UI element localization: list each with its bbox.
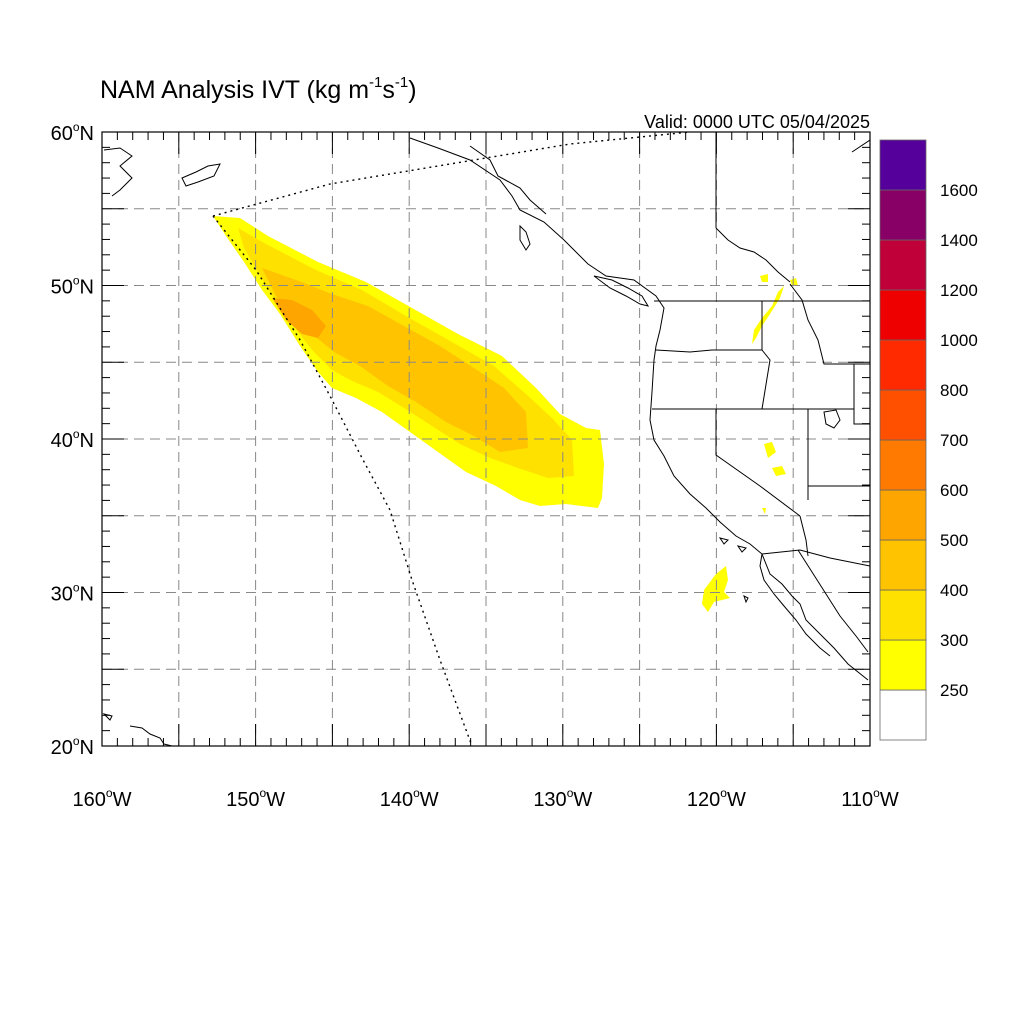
coastline-yukon-west — [715, 227, 791, 283]
colorbar-label: 1000 — [940, 331, 978, 350]
x-tick-label: 160oW — [73, 786, 132, 811]
y-tick-label: 50oN — [51, 274, 94, 299]
domain-boundary — [212, 132, 691, 746]
ivt-shading — [213, 216, 798, 612]
colorbar-swatch — [879, 189, 927, 241]
colorbar-swatch — [879, 439, 927, 491]
ivt-patch-bc — [760, 274, 768, 282]
border-wa-or — [655, 349, 762, 353]
colorbar-swatch — [879, 489, 927, 541]
colorbar-label: 250 — [940, 681, 968, 700]
colorbar-label: 400 — [940, 581, 968, 600]
colorbar-label: 300 — [940, 631, 968, 650]
coastline-hudson-edge — [851, 139, 870, 153]
border-idaho-west — [761, 301, 771, 410]
border-us-mexico — [761, 549, 870, 567]
axis-ticks — [101, 131, 871, 747]
colorbar-swatch — [879, 539, 927, 591]
ivt-plume-400 — [262, 268, 528, 452]
valid-time-label: Valid: 0000 UTC 05/04/2025 — [644, 112, 870, 132]
coastline-baja — [759, 553, 831, 657]
colorbar-label: 600 — [940, 481, 968, 500]
border-idaho-montana — [789, 283, 854, 365]
x-tick-label: 110oW — [841, 786, 899, 811]
y-tick-label: 30oN — [51, 581, 94, 606]
colorbar-swatch — [879, 389, 927, 441]
x-tick-label: 120oW — [687, 786, 746, 811]
map-title: NAM Analysis IVT (kg m-1s-1) — [100, 74, 417, 104]
border-wyoming — [853, 363, 870, 425]
x-tick-label: 150oW — [226, 786, 285, 811]
ivt-plume-500 — [272, 298, 326, 338]
colorbar-swatch — [879, 339, 927, 391]
ivt-patch-idaho — [752, 286, 784, 344]
coastlines — [102, 137, 870, 746]
colorbar-swatch — [879, 239, 927, 291]
coastline-gulf-california — [797, 549, 869, 653]
colorbar-label: 500 — [940, 531, 968, 550]
island-guadalupe — [743, 595, 749, 604]
great-salt-lake — [823, 409, 841, 429]
border-az-west — [799, 515, 809, 557]
colorbar-swatch — [879, 639, 927, 691]
coastline-alaska-panhandle — [469, 145, 547, 215]
colorbar: 250 300 400 500 600 700 800 1000 1200 1400 1600 — [879, 139, 978, 741]
domain-boundary-north — [212, 132, 691, 217]
lat-lon-grid — [102, 132, 870, 746]
coastline-west-america — [409, 137, 869, 681]
colorbar-label: 700 — [940, 431, 968, 450]
x-tick-label: 130oW — [533, 786, 592, 811]
colorbar-label: 1400 — [940, 231, 978, 250]
political-boundaries — [652, 132, 870, 567]
y-tick-label: 40oN — [51, 427, 94, 452]
island-kodiak — [181, 163, 221, 187]
y-tick-label: 60oN — [51, 120, 94, 145]
colorbar-label: 800 — [940, 381, 968, 400]
domain-boundary-west — [212, 215, 473, 746]
colorbar-swatch — [879, 289, 927, 341]
coastline-hawaii — [102, 713, 173, 746]
coastline-alaska — [103, 147, 133, 197]
colorbar-swatch — [879, 689, 927, 741]
map-plot-area — [102, 132, 870, 746]
island-vancouver — [593, 275, 650, 307]
x-axis-labels: 160oW 150oW 140oW 130oW 120oW 110oW — [73, 786, 899, 811]
islands-haida-gwaii — [519, 224, 531, 251]
y-tick-label: 20oN — [51, 734, 94, 759]
y-axis-labels: 60oN 50oN 40oN 30oN 20oN — [51, 120, 94, 759]
islands-channel — [718, 537, 747, 553]
colorbar-label: 1200 — [940, 281, 978, 300]
border-ca-nv — [715, 409, 801, 517]
colorbar-swatch — [879, 589, 927, 641]
x-tick-label: 140oW — [380, 786, 439, 811]
colorbar-label: 1600 — [940, 181, 978, 200]
colorbar-swatch — [879, 139, 927, 191]
ivt-patch-montana — [790, 278, 798, 286]
